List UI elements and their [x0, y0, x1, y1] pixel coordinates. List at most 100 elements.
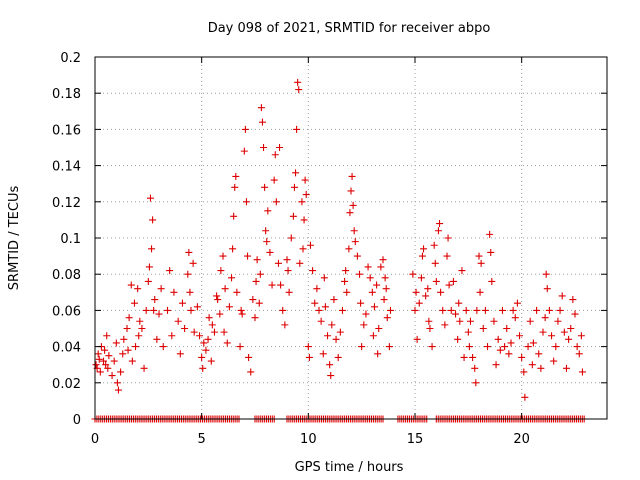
y-tick-label: 0.16: [52, 123, 81, 138]
data-point: [479, 325, 487, 332]
data-point: [509, 306, 517, 314]
data-point: [321, 303, 329, 311]
data-point: [373, 281, 381, 289]
data-point: [304, 343, 312, 351]
data-point: [380, 296, 388, 304]
data-point: [456, 317, 464, 325]
data-point: [324, 332, 332, 340]
data-point: [413, 335, 421, 343]
data-point: [125, 314, 133, 322]
data-point: [293, 125, 301, 133]
data-point: [221, 285, 229, 293]
data-point: [424, 285, 432, 293]
data-point: [539, 328, 547, 336]
x-tick-label: 20: [513, 432, 530, 447]
data-point: [326, 361, 334, 369]
y-tick-label: 0.2: [60, 51, 81, 66]
data-point: [524, 343, 532, 351]
data-point: [545, 306, 553, 314]
data-point: [434, 227, 442, 235]
data-point: [481, 306, 489, 314]
data-point: [253, 256, 261, 264]
data-point: [228, 274, 236, 282]
data-point: [492, 361, 500, 369]
data-point: [426, 325, 434, 332]
data-point: [330, 296, 338, 304]
data-point: [342, 267, 350, 275]
data-point: [431, 259, 439, 267]
x-tick-label: 15: [407, 432, 424, 447]
data-point: [296, 259, 304, 267]
data-point: [100, 357, 108, 365]
data-point: [281, 321, 289, 329]
data-point: [529, 339, 537, 347]
data-point: [146, 194, 154, 202]
data-point: [140, 364, 148, 372]
data-point: [409, 270, 417, 278]
data-point: [268, 281, 276, 289]
x-tick-label: 5: [198, 432, 206, 447]
data-point: [462, 306, 470, 314]
data-point: [298, 198, 306, 206]
data-point: [301, 176, 309, 184]
data-point: [263, 238, 271, 246]
data-point: [412, 288, 420, 296]
data-point: [357, 299, 365, 307]
data-point: [369, 332, 377, 340]
data-point: [364, 263, 372, 271]
data-point: [242, 198, 250, 206]
data-point: [200, 339, 208, 347]
data-point: [252, 277, 260, 285]
data-point: [149, 216, 157, 224]
data-point: [277, 281, 285, 289]
data-point: [327, 372, 335, 380]
data-point: [460, 353, 468, 361]
data-point: [548, 332, 556, 340]
y-tick-label: 0.08: [52, 268, 81, 283]
data-point: [207, 357, 215, 365]
data-point: [560, 328, 568, 336]
data-point: [127, 281, 135, 289]
data-point: [247, 368, 255, 376]
data-point: [220, 328, 228, 336]
data-point: [202, 346, 210, 354]
data-point: [315, 306, 323, 314]
data-point: [302, 191, 310, 199]
data-point: [274, 259, 282, 267]
data-point: [103, 332, 111, 340]
data-point: [264, 207, 272, 215]
data-point: [295, 86, 303, 94]
grid-lines: [95, 57, 607, 419]
data-point: [123, 325, 131, 332]
x-axis-label: GPS time / hours: [295, 460, 404, 475]
x-tick-label: 10: [300, 432, 317, 447]
data-point: [503, 325, 511, 332]
data-point: [550, 357, 558, 365]
data-point: [516, 332, 524, 340]
data-point: [132, 343, 140, 351]
data-point: [271, 151, 279, 159]
data-point: [287, 234, 295, 242]
data-point: [113, 379, 121, 387]
data-point: [569, 296, 577, 304]
data-point: [465, 343, 473, 351]
data-point: [466, 317, 474, 325]
data-point: [189, 259, 197, 267]
data-point: [464, 328, 472, 336]
axis-ticks: 0 5 10 15 20 0 0.02 0.04 0.06 0.08 0.1 0.12 0.14 0.16…: [52, 51, 607, 447]
data-point: [150, 306, 158, 314]
data-point: [382, 285, 390, 293]
data-point: [225, 303, 233, 311]
data-point: [420, 245, 428, 253]
data-point: [92, 361, 100, 369]
data-point: [490, 317, 498, 325]
chart-title: Day 098 of 2021, SRMTID for receiver abp…: [208, 21, 491, 36]
data-point: [458, 267, 466, 275]
data-point: [507, 339, 515, 347]
data-point: [552, 343, 560, 351]
data-point: [290, 183, 298, 191]
data-point: [306, 241, 314, 249]
data-point: [148, 245, 156, 253]
data-point: [444, 234, 452, 242]
data-point: [336, 328, 344, 336]
